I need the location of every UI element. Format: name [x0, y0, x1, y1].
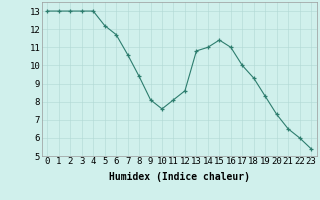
X-axis label: Humidex (Indice chaleur): Humidex (Indice chaleur) [109, 172, 250, 182]
